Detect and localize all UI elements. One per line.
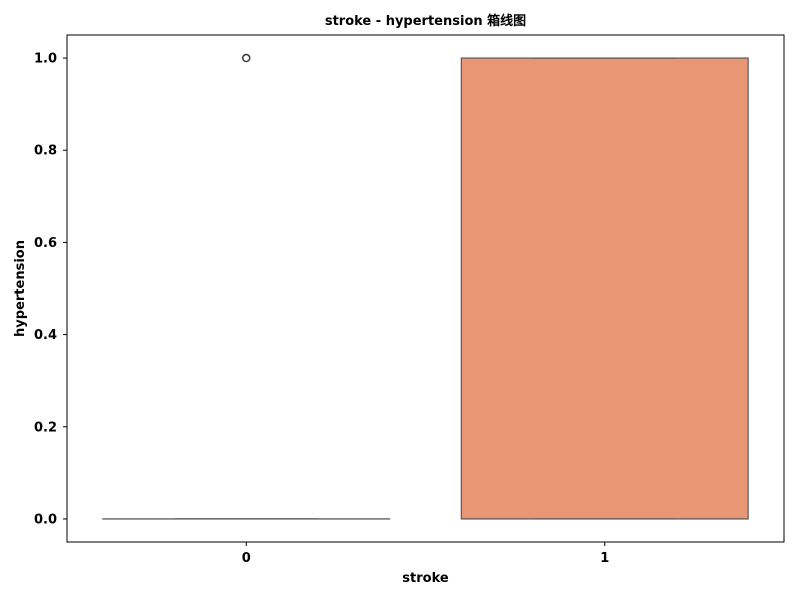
y-tick-label: 0.6 (34, 236, 57, 251)
y-tick-label: 1.0 (34, 52, 57, 67)
y-tick-label: 0.2 (34, 420, 57, 435)
x-tick-label: 0 (242, 551, 251, 566)
outlier-point (242, 53, 251, 63)
x-axis-label: stroke (402, 571, 449, 586)
y-tick-label: 0.0 (34, 512, 57, 527)
box-1 (460, 57, 749, 520)
chart-title: stroke - hypertension 箱线图 (325, 13, 526, 29)
y-tick-label: 0.4 (34, 328, 57, 343)
plot-area-frame (66, 34, 785, 543)
y-axis-label: hypertension (13, 240, 28, 337)
y-tick-label: 0.8 (34, 144, 57, 159)
y-axis: 0.0 0.2 0.4 0.6 0.8 1.0 (34, 52, 67, 527)
x-tick-label: 1 (600, 551, 609, 566)
boxes-layer (102, 53, 749, 520)
